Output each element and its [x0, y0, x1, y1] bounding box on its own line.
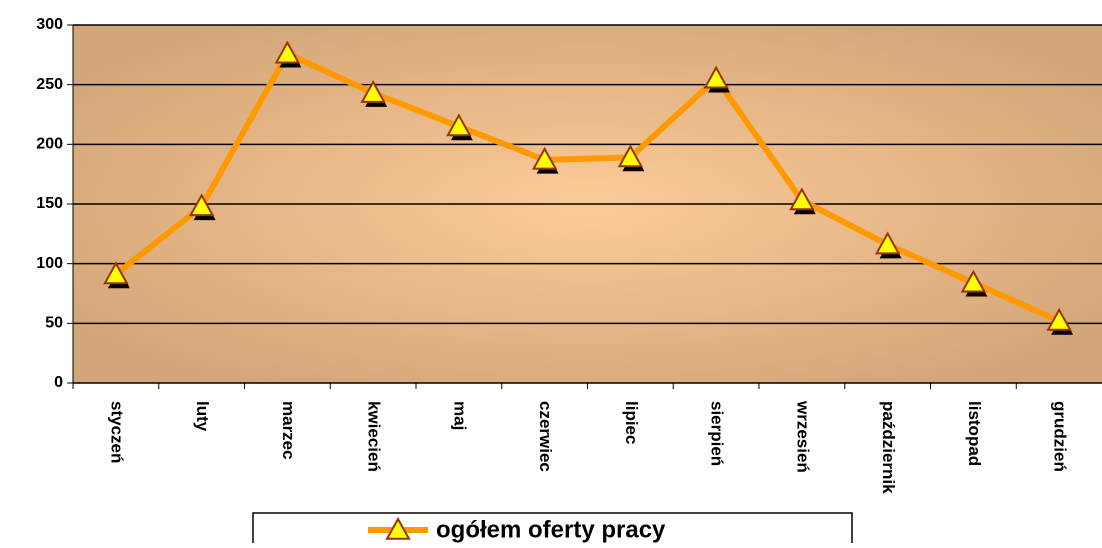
- x-tick-label: listopad: [965, 401, 984, 466]
- x-tick-label: październik: [879, 401, 898, 494]
- x-tick-label: wrzesień: [793, 400, 812, 473]
- x-tick-label: lipiec: [622, 401, 641, 444]
- marker: [789, 187, 815, 211]
- legend-label: ogółem oferty pracy: [436, 516, 666, 543]
- marker: [531, 146, 558, 170]
- y-tick-label: 250: [36, 76, 63, 93]
- x-tick-label: styczeń: [107, 401, 126, 463]
- y-tick-label: 50: [45, 315, 63, 332]
- marker: [446, 113, 472, 137]
- x-tick-label: luty: [193, 401, 212, 432]
- marker: [960, 269, 987, 293]
- legend-box: [252, 512, 853, 548]
- marker: [703, 65, 729, 89]
- marker: [360, 79, 386, 103]
- y-tick-label: 300: [36, 16, 63, 33]
- x-tick-label: czerwiec: [536, 401, 555, 472]
- marker: [874, 231, 901, 255]
- x-tick-label: maj: [450, 401, 469, 430]
- x-tick-label: kwiecień: [365, 401, 384, 472]
- y-tick-label: 200: [36, 136, 63, 153]
- marker: [188, 193, 215, 217]
- x-tick-label: marzec: [279, 401, 298, 460]
- legend-marker: [385, 516, 411, 540]
- marker: [103, 261, 129, 285]
- x-tick-label: grudzień: [1051, 401, 1070, 472]
- line: [114, 50, 1061, 324]
- x-tick-label: sierpień: [708, 401, 727, 466]
- y-tick-label: 100: [36, 255, 63, 272]
- y-tick-label: 150: [36, 195, 63, 212]
- y-tick-label: 0: [54, 374, 63, 391]
- marker: [274, 40, 301, 64]
- marker: [1046, 307, 1072, 331]
- marker: [617, 144, 644, 168]
